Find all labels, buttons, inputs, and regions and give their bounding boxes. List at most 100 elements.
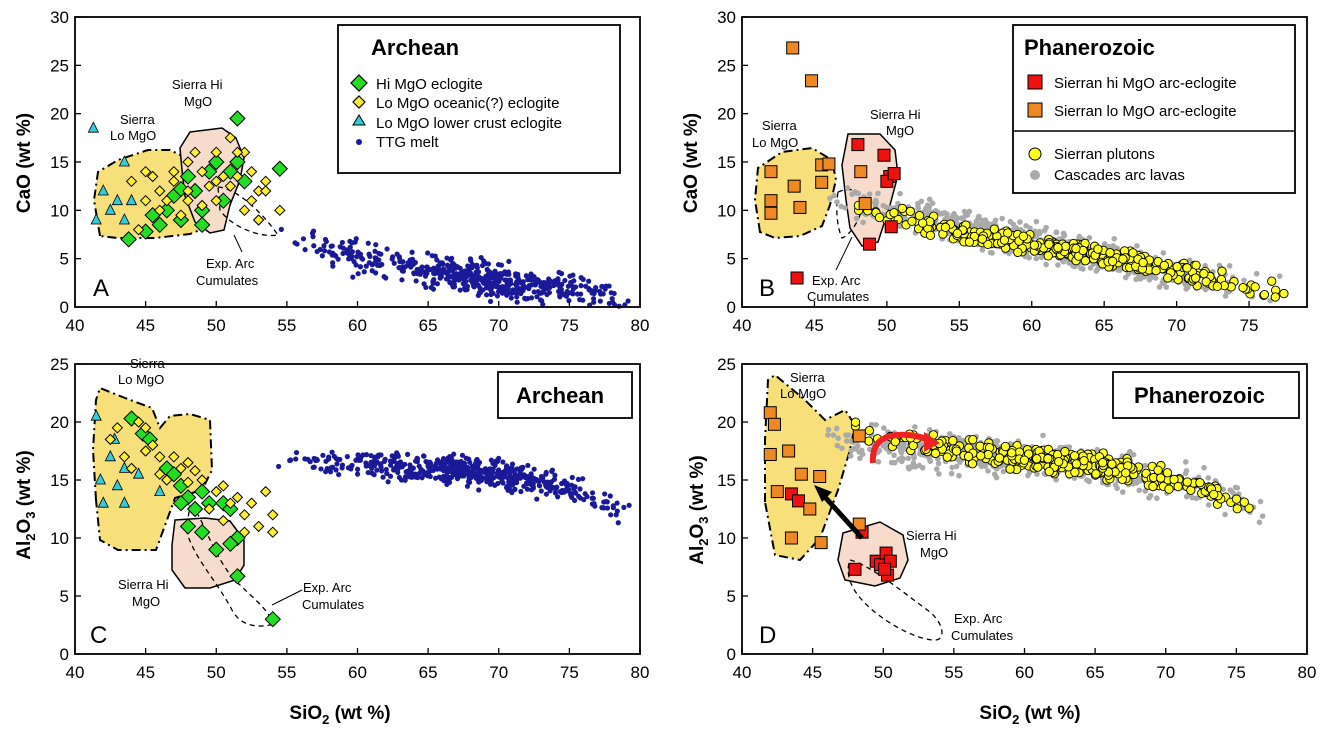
panel-a-point-ttg-melt xyxy=(574,291,581,297)
panel-d-point-cascades-arc-lavas xyxy=(912,424,918,430)
panel-c-point-ttg-melt xyxy=(543,491,549,497)
panel-c-point-ttg-melt xyxy=(567,490,574,496)
panel-a-point-lo-mgo-lower-crust-eclogite xyxy=(90,213,102,225)
panel-d-point-sierran-plutons xyxy=(1098,458,1108,468)
panel-c-point-ttg-melt xyxy=(626,502,632,508)
panel-a-point-ttg-melt xyxy=(513,273,519,279)
panel-c-point-ttg-melt xyxy=(374,467,380,473)
panel-a-point-ttg-melt xyxy=(558,282,564,288)
x-tick-label: 70 xyxy=(1167,316,1186,335)
panel-c-point-ttg-melt xyxy=(375,452,381,458)
x-tick-label: 60 xyxy=(1015,663,1034,682)
panel-a-point-ttg-melt xyxy=(513,290,520,297)
panel-c-point-ttg-melt xyxy=(288,457,294,463)
panel-d-point-sierran-plutons xyxy=(1033,462,1043,472)
panel-c-point-ttg-melt xyxy=(538,473,545,480)
panel-a-point-ttg-melt xyxy=(466,272,472,278)
panel-a-point-ttg-melt xyxy=(314,248,320,255)
panel-b-point-sierran-plutons xyxy=(1107,256,1118,266)
panel-a-point-ttg-melt xyxy=(567,273,573,279)
panel-b-point-cascades-arc-lavas xyxy=(1086,234,1093,241)
panel-d-point-sierran-plutons xyxy=(1148,481,1158,492)
panel-b-point-cascades-arc-lavas xyxy=(1185,284,1191,291)
panel-c-point-ttg-melt xyxy=(614,508,620,514)
panel-a-point-ttg-melt xyxy=(294,241,300,247)
panel-a-point-ttg-melt xyxy=(396,255,403,261)
panel-b-legend-plutons: Sierran plutons xyxy=(1054,146,1155,163)
panel-b-point-cascades-arc-lavas xyxy=(1093,268,1100,274)
panel-b-point-cascades-arc-lavas xyxy=(1241,277,1247,284)
panel-b-point-sierran-plutons xyxy=(1217,266,1227,276)
panel-b-point-sierran-plutons xyxy=(1118,254,1128,264)
panel-a-point-lo-mgo-oceanic-eclogite xyxy=(259,185,272,197)
panel-d-point-cascades-arc-lavas xyxy=(949,464,955,471)
panel-a-point-ttg-melt xyxy=(448,257,454,263)
panel-a-point-ttg-melt xyxy=(586,278,592,284)
panel-a-point-ttg-melt xyxy=(438,274,445,280)
panel-a-point-ttg-melt xyxy=(486,274,492,280)
panel-b-point-cascades-arc-lavas xyxy=(966,208,973,215)
panel-b-point-cascades-arc-lavas xyxy=(875,190,881,197)
panel-b-point-cascades-arc-lavas xyxy=(1159,279,1166,286)
panel-d-point-sierran-plutons xyxy=(1232,504,1242,514)
panel-d-point-sierran-plutons xyxy=(1019,455,1030,465)
panel-c-point-hi-mgo-eclogite xyxy=(186,500,204,518)
panel-d-point-cascades-arc-lavas xyxy=(1257,498,1264,505)
x-tick-label: 70 xyxy=(489,316,508,335)
panel-d-point-cascades-arc-lavas xyxy=(1034,471,1040,477)
panel-a-point-ttg-melt xyxy=(609,296,615,302)
panel-c-point-lo-mgo-oceanic-eclogite xyxy=(161,474,173,486)
panel-b-point-sierran-plutons xyxy=(1190,273,1201,283)
panel-c-point-ttg-melt xyxy=(339,462,346,468)
panel-d-region-sierra-lo-mgo-l1: Sierra xyxy=(790,370,825,385)
panel-b-point-sierran-plutons xyxy=(1199,268,1209,279)
panel-c-point-ttg-melt xyxy=(371,472,377,478)
panel-a-point-ttg-melt xyxy=(477,289,483,296)
panel-c-point-ttg-melt xyxy=(293,456,299,462)
panel-c-point-ttg-melt xyxy=(573,490,579,496)
panel-d-point-cascades-arc-lavas xyxy=(839,445,845,452)
panel-c-point-ttg-melt xyxy=(445,478,451,484)
x-tick-label: 80 xyxy=(1298,663,1317,682)
panel-d-point-cascades-arc-lavas xyxy=(1256,519,1263,526)
panel-a-point-ttg-melt xyxy=(485,267,491,274)
panel-b-point-cascades-arc-lavas xyxy=(1023,222,1029,229)
panel-a-legend-hi-mgo: Hi MgO eclogite xyxy=(376,76,483,93)
panel-b-point-cascades-arc-lavas xyxy=(976,213,982,220)
panel-c-point-lo-mgo-oceanic-eclogite xyxy=(252,520,265,533)
panel-a-point-ttg-melt xyxy=(559,291,565,297)
panel-a-point-ttg-melt xyxy=(434,281,440,287)
panel-b-point-sierran-plutons xyxy=(1159,260,1169,271)
panel-c-point-ttg-melt xyxy=(523,473,529,479)
panel-d-point-cascades-arc-lavas xyxy=(1154,495,1160,502)
panel-c-point-ttg-melt xyxy=(601,499,607,505)
panel-a-point-ttg-melt xyxy=(340,250,346,257)
panel-b-point-cascades-arc-lavas xyxy=(1152,275,1159,281)
panel-c-point-lo-mgo-oceanic-eclogite xyxy=(154,451,166,463)
x-tick-label: 50 xyxy=(207,663,226,682)
panel-a-point-lo-mgo-oceanic-eclogite xyxy=(139,165,152,178)
panel-b-point-cascades-arc-lavas xyxy=(897,190,903,197)
panel-c-point-hi-mgo-eclogite xyxy=(208,541,225,558)
panel-c-point-ttg-melt xyxy=(329,449,335,455)
panel-b-region-sierra-hi-mgo-l2: MgO xyxy=(886,123,914,138)
panel-a-point-ttg-melt xyxy=(546,289,553,296)
panel-a-point-ttg-melt xyxy=(502,277,508,283)
panel-b-point-sierran-plutons xyxy=(1053,242,1063,253)
panel-a-point-ttg-melt xyxy=(611,302,618,308)
panel-d-point-cascades-arc-lavas xyxy=(843,438,850,444)
x-tick-label: 55 xyxy=(944,663,963,682)
panel-d-sierra-lo-mgo-field xyxy=(764,373,857,562)
panel-c-point-ttg-melt xyxy=(513,480,520,486)
panel-c-point-ttg-melt xyxy=(615,520,621,526)
panel-d-point-cascades-arc-lavas xyxy=(1183,493,1190,500)
panel-c-point-lo-mgo-oceanic-eclogite xyxy=(125,462,138,475)
panel-c-point-ttg-melt xyxy=(517,475,524,481)
panel-d-point-sierran-plutons xyxy=(1005,464,1015,474)
panel-b-point-cascades-arc-lavas xyxy=(860,219,866,226)
panel-c-point-ttg-melt xyxy=(504,464,510,470)
panel-b-point-cascades-arc-lavas xyxy=(827,195,833,202)
panel-c-point-ttg-melt xyxy=(604,505,611,511)
panel-a-point-ttg-melt xyxy=(302,247,308,253)
panel-d-point-sierran-lo-mgo-arc-eclogite xyxy=(814,536,828,550)
